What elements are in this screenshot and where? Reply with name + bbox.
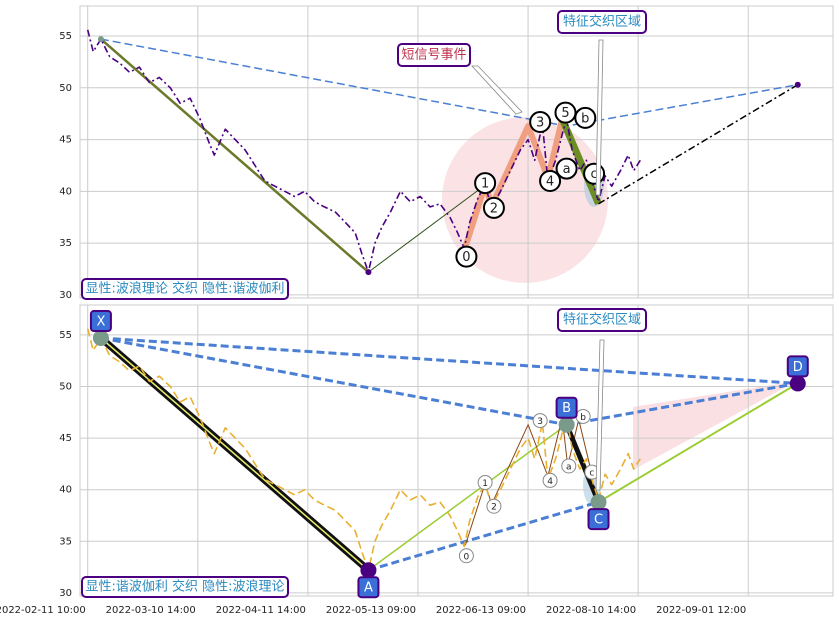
pivot-point: [365, 269, 372, 276]
overlay-line: [566, 381, 799, 427]
y-tick-label: 55: [59, 31, 72, 42]
callout: [471, 65, 523, 115]
y-tick-label: 35: [59, 536, 72, 547]
wave-label: 1: [481, 177, 489, 192]
wave-marker: [539, 169, 562, 192]
annotation-box: [81, 576, 289, 598]
pivot-point: [794, 81, 801, 88]
vertex-box: [357, 576, 380, 599]
overlay-line: [100, 337, 369, 571]
annotation-box: [557, 308, 647, 332]
annotation: 短信号事件: [401, 48, 466, 63]
wave-label: 2: [490, 201, 498, 216]
overlay-line: [462, 118, 566, 249]
wave-marker: [458, 548, 474, 564]
wave-label: a: [563, 162, 571, 177]
overlay-line: [368, 184, 486, 273]
x-tick-label: 2022-05-13 09:00: [326, 605, 416, 616]
y-tick-label: 40: [59, 485, 72, 496]
y-tick-label: 30: [59, 290, 72, 301]
wave-marker: [529, 110, 552, 133]
vertex-box: [89, 310, 112, 333]
vertex-box: [786, 355, 809, 378]
x-tick-label: 2022-04-11 14:00: [216, 605, 306, 616]
wave-label: c: [589, 469, 594, 479]
overlay-line: [100, 336, 798, 385]
wave-marker: [555, 157, 578, 180]
wave-marker: [486, 498, 502, 514]
wave-label: 4: [546, 174, 554, 189]
overlay-line: [367, 424, 568, 571]
annotation: 显性:谐波伽利 交织 隐性:波浪理论: [85, 579, 284, 595]
harmonic-vertex: [92, 330, 109, 347]
overlay-line: [367, 500, 599, 572]
x-tick-label: 2022-08-10 14:00: [546, 605, 636, 616]
callout: [595, 39, 604, 196]
wave-label: 2: [491, 503, 497, 513]
wave-marker: [532, 413, 548, 429]
y-tick-label: 50: [59, 382, 72, 393]
wave-marker: [455, 245, 478, 268]
wave-label: a: [566, 462, 572, 472]
vertex-label: D: [793, 360, 803, 375]
annotation: 特征交织区域: [563, 14, 641, 30]
harmonic-vertex: [360, 562, 377, 579]
annotation: 显性:波浪理论 交织 隐性:谐波伽利: [85, 281, 284, 297]
overlay-line: [558, 117, 602, 206]
annotation: 特征交织区域: [563, 312, 641, 328]
wave-label: 3: [536, 115, 544, 130]
y-tick-label: 35: [59, 238, 72, 249]
x-tick-label: 2022-06-13 09:00: [436, 605, 526, 616]
vertex-box: [587, 508, 610, 531]
vertex-box: [555, 396, 578, 419]
wave-marker: [474, 172, 497, 195]
harmonic-vertex: [590, 494, 607, 511]
wave-label: b: [580, 413, 586, 423]
wave-marker: [574, 106, 597, 129]
wave-label: 1: [482, 479, 488, 489]
annotation-box: [81, 278, 289, 300]
highlight-zone: [633, 381, 797, 470]
callout: [595, 339, 605, 491]
y-tick-label: 45: [59, 135, 72, 146]
vertex-label: X: [96, 315, 105, 330]
wave-label: c: [591, 167, 598, 182]
y-tick-label: 55: [59, 330, 72, 341]
harmonic-vertex: [789, 375, 806, 392]
annotation-box: [397, 43, 471, 67]
overlay-line: [564, 423, 601, 504]
x-tick-label: 2022-09-01 12:00: [656, 605, 746, 616]
vertex-label: B: [562, 401, 571, 416]
pivot-point: [97, 36, 104, 43]
overlay-line: [598, 84, 799, 205]
wave-marker: [542, 472, 558, 488]
wave-label: 3: [537, 417, 543, 427]
vertex-label: A: [364, 581, 373, 596]
annotation-box: [557, 10, 647, 34]
wave-marker: [554, 101, 577, 124]
panel: [79, 304, 834, 597]
wave-marker: [561, 458, 577, 474]
wave-label: b: [581, 111, 589, 126]
wave-marker: [482, 196, 505, 219]
y-tick-label: 30: [59, 588, 72, 599]
overlay-line: [597, 382, 799, 503]
wave-label: 0: [464, 552, 470, 562]
wave-marker: [477, 474, 493, 490]
x-tick-label: 2022-02-11 10:00: [0, 605, 86, 616]
y-tick-label: 50: [59, 83, 72, 94]
wave-label: 4: [547, 477, 553, 487]
wave-label: 5: [561, 106, 569, 121]
x-tick-label: 2022-03-10 14:00: [106, 605, 196, 616]
y-tick-label: 45: [59, 433, 72, 444]
vertex-label: C: [594, 513, 603, 528]
wave-label: 0: [462, 250, 470, 265]
overlay-line: [100, 336, 567, 427]
harmonic-vertex: [558, 416, 575, 433]
y-tick-label: 40: [59, 186, 72, 197]
